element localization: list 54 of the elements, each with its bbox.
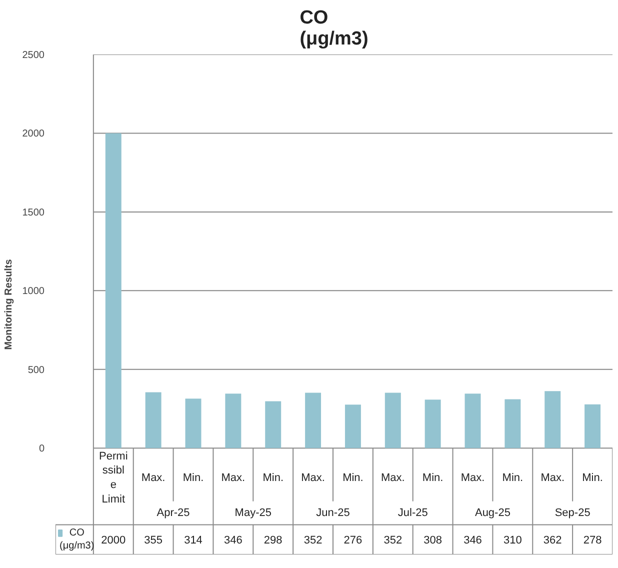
bar (105, 133, 122, 448)
data-label: 310 (504, 534, 522, 547)
text: Apr-25 (156, 507, 190, 520)
y-tick-label: 1500 (22, 207, 45, 218)
text: Sep-25 (554, 507, 590, 520)
text: May-25 (234, 507, 272, 520)
bar (145, 392, 162, 448)
x-tick-label: Min. (582, 472, 603, 484)
text: Jul-25 (398, 507, 428, 520)
x-tick-label: Min. (182, 472, 204, 484)
x-tick-label: Max. (460, 472, 485, 484)
x-tick-label: Max. (380, 472, 405, 484)
text: Jun-25 (316, 507, 350, 520)
data-label: 298 (264, 534, 282, 547)
y-tick-label: 2500 (22, 50, 45, 61)
bar (265, 401, 282, 448)
legend-label: CO (μg/m3) (60, 528, 94, 552)
bar (544, 391, 561, 448)
x-tick-label: Max. (221, 472, 246, 484)
x-tick-label: Max. (141, 472, 166, 484)
bar (185, 398, 202, 448)
y-tick-label: 2000 (22, 128, 45, 140)
data-label: 2000 (101, 534, 126, 547)
bar (344, 404, 361, 448)
x-tick-label: Min. (422, 472, 444, 484)
y-tick-label: 500 (28, 364, 45, 376)
bar (305, 392, 322, 448)
x-tick-label: Max. (540, 472, 565, 484)
bar (424, 400, 441, 448)
x-tick-label: Max. (301, 472, 325, 484)
data-label: 352 (384, 534, 402, 547)
y-axis-title: Monitoring Results (3, 258, 14, 350)
data-label: 362 (543, 534, 562, 547)
x-tick-label: Min. (502, 472, 524, 484)
data-label: 355 (144, 534, 163, 547)
bar (384, 392, 401, 448)
bar (584, 404, 601, 448)
y-tick-label: 1000 (22, 286, 45, 298)
x-tick-label: Min. (342, 472, 364, 484)
y-tick-label: 0 (38, 444, 45, 455)
x-tick-label: Permissible Limit (99, 450, 128, 506)
data-label: 278 (583, 534, 602, 547)
text: Aug-25 (474, 507, 510, 520)
data-label: 352 (304, 534, 322, 547)
data-label: 346 (224, 534, 242, 547)
data-label: 308 (424, 534, 442, 547)
x-tick-label: Min. (262, 472, 284, 484)
data-label: 314 (184, 534, 202, 547)
chart-title: CO (μg/m3) (300, 8, 368, 50)
data-label: 276 (344, 534, 362, 547)
bar (225, 394, 242, 448)
bar (504, 399, 521, 448)
data-label: 346 (464, 534, 482, 547)
bar (464, 394, 481, 448)
